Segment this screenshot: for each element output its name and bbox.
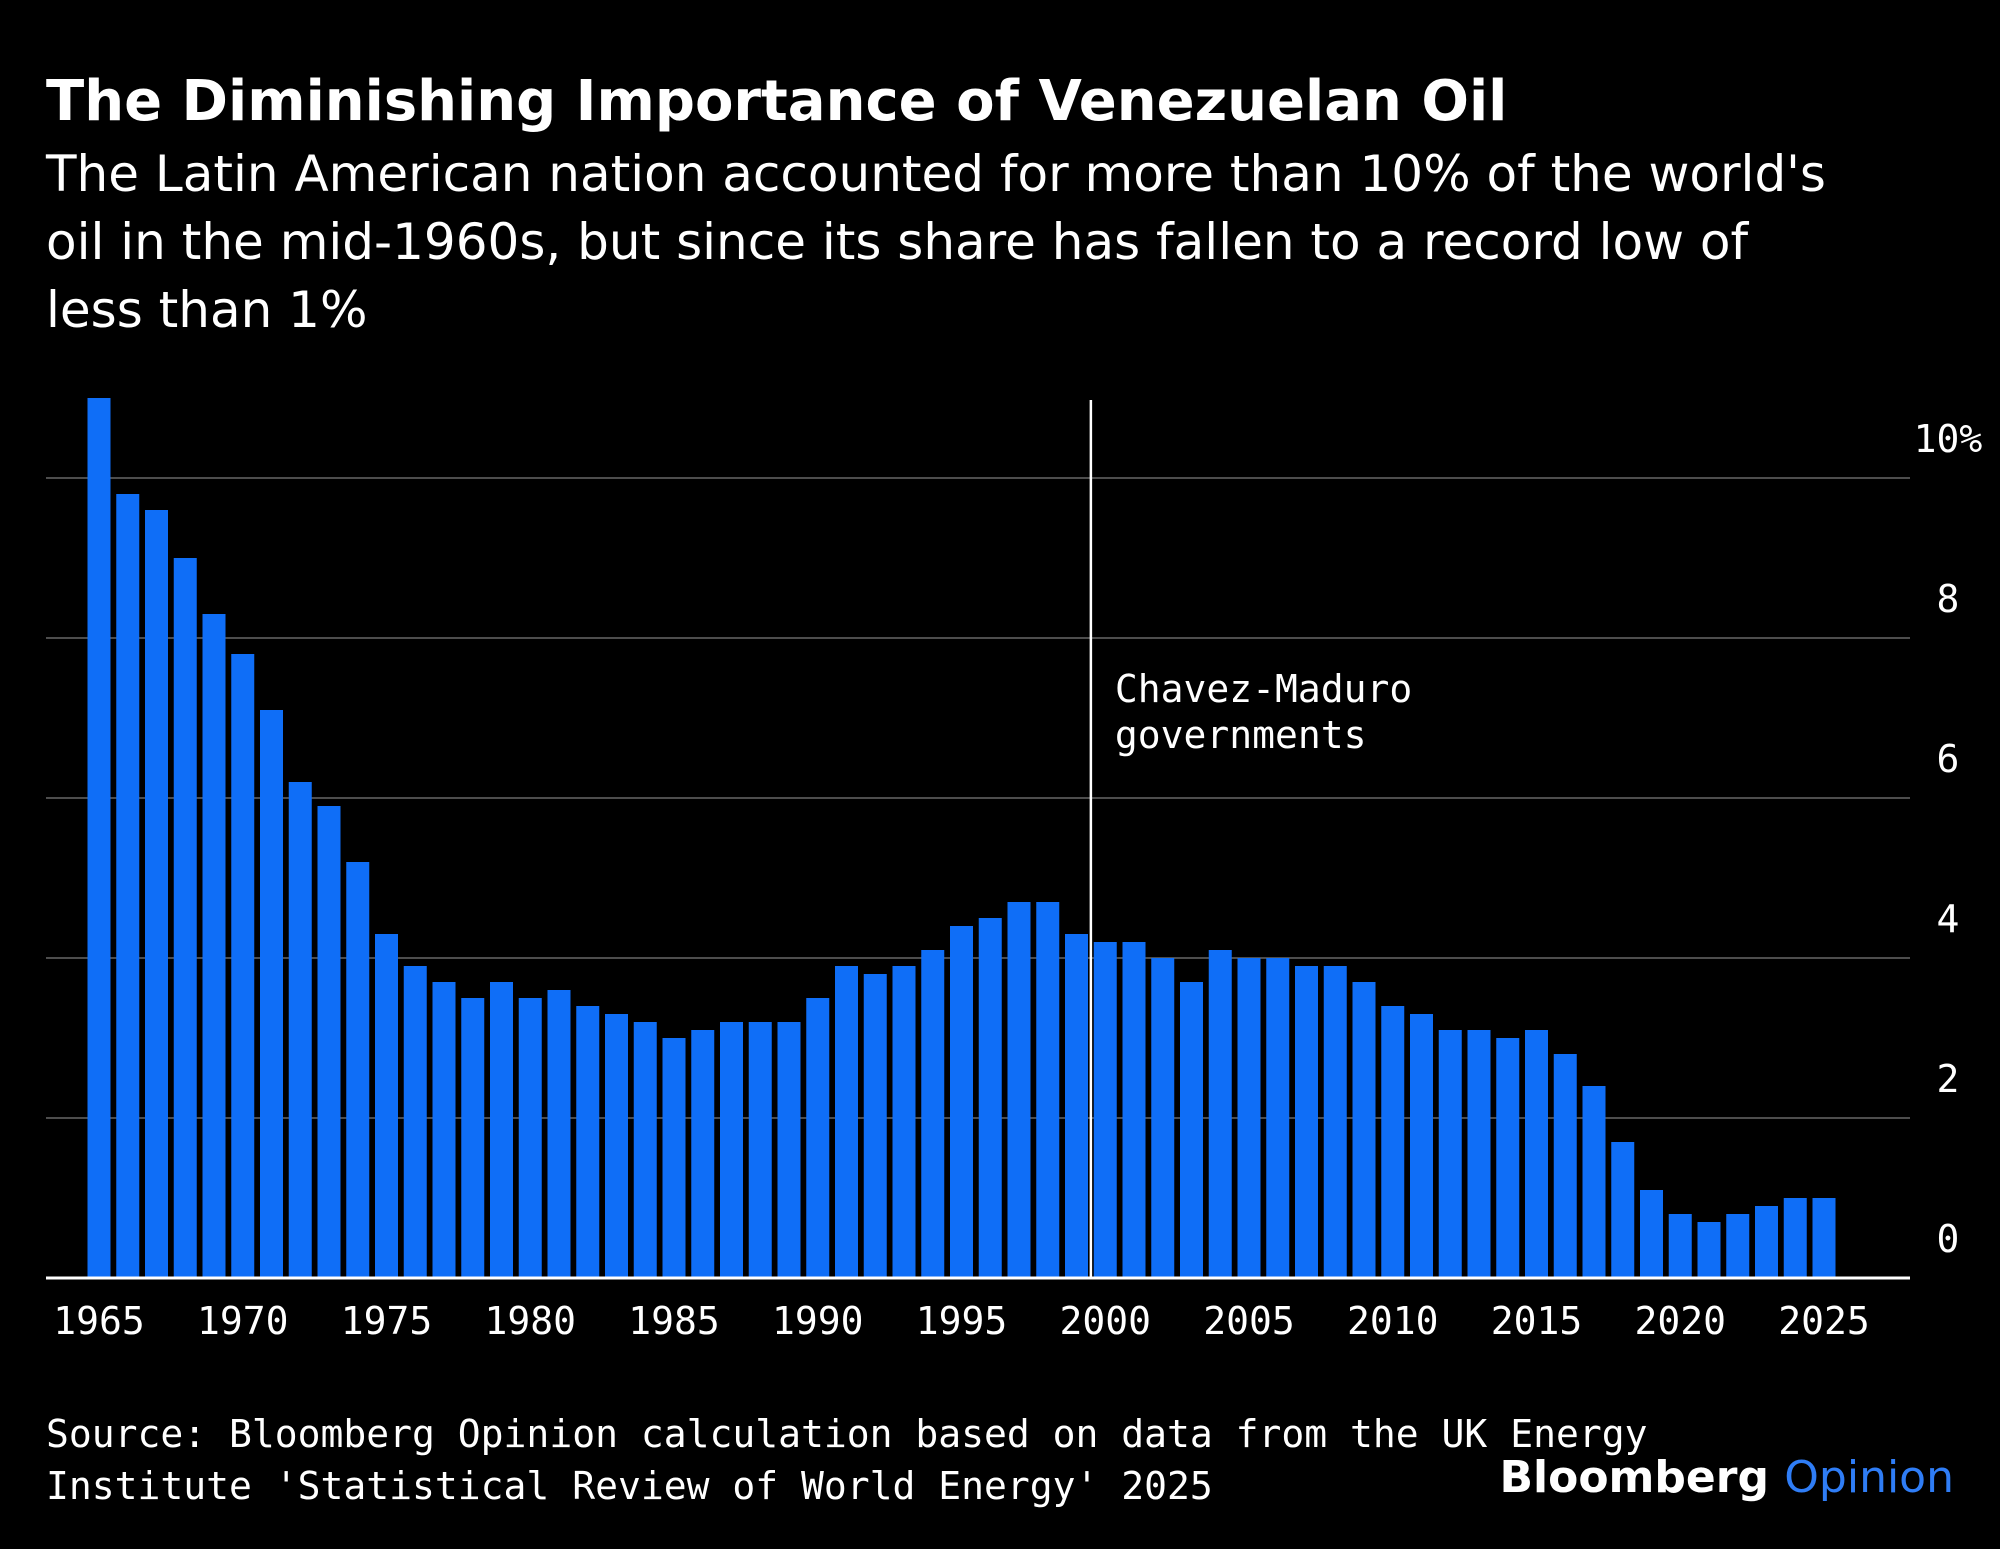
bar-1967 [145, 510, 168, 1278]
bar-1994 [921, 950, 945, 1278]
bars [87, 398, 1836, 1278]
chart-subtitle: The Latin American nation accounted for … [46, 140, 1946, 344]
x-tick-label-1995: 1995 [916, 1299, 1008, 1343]
chart-title: The Diminishing Importance of Venezuelan… [46, 69, 1508, 134]
bar-2009 [1352, 982, 1376, 1278]
bar-1966 [116, 494, 140, 1278]
bar-1990 [806, 998, 830, 1278]
x-tick-label-1965: 1965 [53, 1299, 145, 1343]
x-tick-label-1985: 1985 [628, 1299, 720, 1343]
bar-2010 [1381, 1006, 1405, 1278]
x-tick-label-2010: 2010 [1347, 1299, 1439, 1343]
bar-1971 [260, 710, 283, 1278]
bar-1991 [835, 966, 858, 1278]
bar-2000 [1093, 942, 1117, 1278]
bar-2025 [1812, 1198, 1836, 1278]
bar-chart: 0 2 4 6 8 10% 1965 1970 1975 1980 1985 1990 1995 200… [46, 398, 1983, 1343]
x-tick-label-2005: 2005 [1203, 1299, 1295, 1343]
bar-1975 [375, 934, 398, 1278]
subtitle-line-3: less than 1% [46, 281, 368, 339]
y-tick-label-4: 4 [1937, 897, 1960, 941]
brand-section: Opinion [1784, 1452, 1954, 1503]
annotation-label-line-1: Chavez-Maduro [1115, 667, 1412, 711]
bar-2014 [1496, 1038, 1520, 1278]
bar-1970 [231, 654, 255, 1278]
bar-1987 [720, 1022, 743, 1278]
subtitle-line-1: The Latin American nation accounted for … [46, 145, 1826, 203]
y-axis-ticks: 0 2 4 6 8 10% [1914, 417, 1983, 1261]
bar-2003 [1180, 982, 1203, 1278]
y-tick-label-8: 8 [1937, 577, 1960, 621]
y-tick-label-0: 0 [1937, 1217, 1960, 1261]
bar-2006 [1266, 958, 1290, 1278]
brand-logo: Bloomberg Opinion [1499, 1452, 1954, 1504]
bar-1972 [288, 782, 312, 1278]
brand-name: Bloomberg [1499, 1452, 1769, 1503]
bar-2008 [1323, 966, 1347, 1278]
bar-2007 [1295, 966, 1318, 1278]
x-tick-label-2015: 2015 [1491, 1299, 1583, 1343]
bar-1965 [87, 398, 111, 1278]
bar-1978 [461, 998, 485, 1278]
bar-2002 [1151, 958, 1175, 1278]
bar-1976 [403, 966, 427, 1278]
bar-2013 [1467, 1030, 1491, 1278]
bar-2016 [1553, 1054, 1577, 1278]
bar-2020 [1668, 1214, 1692, 1278]
bar-2004 [1208, 950, 1232, 1278]
x-tick-label-1980: 1980 [484, 1299, 576, 1343]
bar-2023 [1755, 1206, 1778, 1278]
source-line-1: Source: Bloomberg Opinion calculation ba… [46, 1412, 1648, 1456]
bar-2024 [1783, 1198, 1807, 1278]
bar-2005 [1237, 958, 1261, 1278]
source-line-2: Institute 'Statistical Review of World E… [46, 1464, 1213, 1508]
bar-1997 [1007, 902, 1031, 1278]
bar-1998 [1036, 902, 1060, 1278]
x-tick-label-2020: 2020 [1634, 1299, 1726, 1343]
y-tick-label-6: 6 [1937, 737, 1960, 781]
bar-2011 [1410, 1014, 1433, 1278]
source-note: Source: Bloomberg Opinion calculation ba… [46, 1408, 1647, 1512]
x-tick-label-1975: 1975 [341, 1299, 433, 1343]
bar-1981 [547, 990, 571, 1278]
x-tick-label-2000: 2000 [1059, 1299, 1151, 1343]
bar-1996 [978, 918, 1002, 1278]
bar-1980 [518, 998, 542, 1278]
bar-1999 [1065, 934, 1088, 1278]
bar-1989 [777, 1022, 801, 1278]
bar-2015 [1525, 1030, 1548, 1278]
y-tick-label-10: 10% [1914, 417, 1983, 461]
x-axis-ticks: 1965 1970 1975 1980 1985 1990 1995 2000 2005 2010… [53, 1299, 1870, 1343]
subtitle-line-2: oil in the mid-1960s, but since its shar… [46, 213, 1749, 271]
bar-1982 [576, 1006, 600, 1278]
bar-1985 [662, 1038, 686, 1278]
bar-1974 [346, 862, 370, 1278]
x-tick-label-1970: 1970 [197, 1299, 289, 1343]
bar-1992 [863, 974, 887, 1278]
bar-1977 [432, 982, 456, 1278]
bar-2022 [1726, 1214, 1750, 1278]
bar-2021 [1697, 1222, 1721, 1278]
bar-1973 [317, 806, 341, 1278]
bar-1995 [950, 926, 973, 1278]
bar-1979 [490, 982, 513, 1278]
bar-1993 [892, 966, 916, 1278]
bar-1984 [633, 1022, 657, 1278]
bar-2019 [1640, 1190, 1663, 1278]
bar-1983 [605, 1014, 628, 1278]
bar-1986 [691, 1030, 715, 1278]
x-tick-label-1990: 1990 [772, 1299, 864, 1343]
bar-1988 [748, 1022, 772, 1278]
bar-1968 [173, 558, 197, 1278]
bar-2012 [1438, 1030, 1462, 1278]
annotation-label-line-2: governments [1115, 713, 1367, 757]
bar-2018 [1611, 1142, 1635, 1278]
bar-1969 [202, 614, 226, 1278]
bar-2017 [1582, 1086, 1606, 1278]
x-tick-label-2025: 2025 [1778, 1299, 1870, 1343]
bar-2001 [1122, 942, 1146, 1278]
y-tick-label-2: 2 [1937, 1057, 1960, 1101]
